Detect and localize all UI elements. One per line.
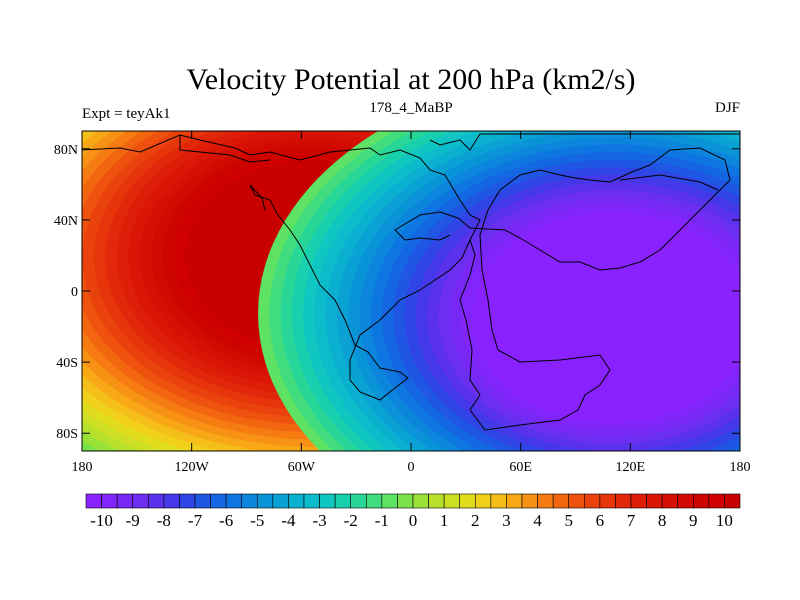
x-tick-label: 120E (616, 460, 646, 475)
colorbar-box (521, 493, 538, 509)
y-tick-label: 80N (54, 143, 78, 158)
colorbar-box (303, 493, 320, 509)
coastline-north-fragments (179, 133, 740, 241)
colorbar-box (615, 493, 632, 509)
colorbar (85, 493, 741, 509)
colorbar-box (412, 493, 429, 509)
colorbar-label: 1 (440, 511, 449, 530)
colorbar-box (568, 493, 585, 509)
coastlines (82, 133, 740, 431)
colorbar-box (179, 493, 196, 509)
colorbar-labels: -10 -9 -8 -7 -6 -5 -4 -3 -2 -1 0 1 2 3 4 5 6 7 8 9 10 (90, 511, 733, 530)
experiment-label: Expt = teyAk1 (82, 106, 170, 122)
colorbar-box (537, 493, 554, 509)
colorbar-label: 2 (471, 511, 480, 530)
colorbar-box (474, 493, 492, 509)
colorbar-box (241, 493, 258, 509)
colorbar-box (661, 493, 679, 509)
colorbar-box (506, 493, 523, 509)
colorbar-box (630, 493, 647, 509)
contour-band-negative (472, 212, 740, 423)
colorbar-box (459, 493, 476, 509)
colorbar-box (350, 493, 367, 509)
colorbar-label: -3 (312, 511, 326, 530)
colorbar-box (443, 493, 461, 509)
colorbar-label: 5 (564, 511, 573, 530)
colorbar-box (288, 493, 305, 509)
x-axis: 180 120W 60W 0 60E 120E 180 (72, 131, 751, 475)
colorbar-label: -2 (344, 511, 358, 530)
y-tick-label: 0 (71, 285, 78, 300)
x-tick-label: 180 (730, 460, 751, 475)
colorbar-box (552, 493, 570, 509)
colorbar-box (163, 493, 180, 509)
colorbar-label: -6 (219, 511, 233, 530)
colorbar-box (677, 493, 694, 509)
colorbar-box (194, 493, 211, 509)
colorbar-label: -5 (250, 511, 264, 530)
colorbar-box (490, 493, 507, 509)
colorbar-label: 8 (658, 511, 667, 530)
colorbar-label: 3 (502, 511, 511, 530)
chart-title: Velocity Potential at 200 hPa (km2/s) (186, 63, 635, 96)
coastline-afro-eurasia (394, 147, 731, 431)
colorbar-box (708, 493, 725, 509)
colorbar-box (256, 493, 274, 509)
x-tick-label: 180 (72, 460, 93, 475)
colorbar-box (147, 493, 165, 509)
colorbar-box (428, 493, 445, 509)
colorbar-box (210, 493, 227, 509)
colorbar-label: -4 (281, 511, 296, 530)
colorbar-box (101, 493, 118, 509)
colorbar-box (85, 493, 102, 509)
colorbar-box (334, 493, 352, 509)
x-tick-label: 60W (288, 460, 316, 475)
colorbar-box (646, 493, 663, 509)
x-tick-label: 60E (509, 460, 532, 475)
negative-contours (258, 131, 740, 451)
colorbar-box (724, 493, 741, 509)
colorbar-box (599, 493, 616, 509)
x-tick-label: 0 (408, 460, 415, 475)
colorbar-label: 6 (596, 511, 605, 530)
colorbar-label: 10 (716, 511, 733, 530)
y-tick-label: 40N (54, 214, 78, 229)
colorbar-label: -8 (157, 511, 171, 530)
season-label: DJF (715, 100, 740, 116)
coastline-americas (82, 134, 481, 401)
colorbar-box (583, 493, 601, 509)
colorbar-box (692, 493, 710, 509)
y-tick-label: 80S (56, 427, 78, 442)
colorbar-label: -9 (126, 511, 140, 530)
colorbar-label: -10 (90, 511, 113, 530)
colorbar-label: 0 (409, 511, 418, 530)
colorbar-box (132, 493, 149, 509)
colorbar-label: -7 (188, 511, 203, 530)
x-tick-label: 120W (175, 460, 210, 475)
colorbar-box (272, 493, 289, 509)
colorbar-label: 4 (533, 511, 542, 530)
y-tick-label: 40S (56, 356, 78, 371)
y-axis: 80N 40N 0 40S 80S (54, 143, 740, 442)
colorbar-box (116, 493, 134, 509)
colorbar-box (381, 493, 398, 509)
colorbar-box (319, 493, 336, 509)
colorbar-label: 7 (627, 511, 636, 530)
colorbar-box (225, 493, 243, 509)
age-label: 178_4_MaBP (369, 100, 452, 116)
colorbar-box (365, 493, 383, 509)
colorbar-box (397, 493, 414, 509)
colorbar-label: -1 (375, 511, 389, 530)
contour-field (82, 131, 740, 451)
colorbar-label: 9 (689, 511, 698, 530)
